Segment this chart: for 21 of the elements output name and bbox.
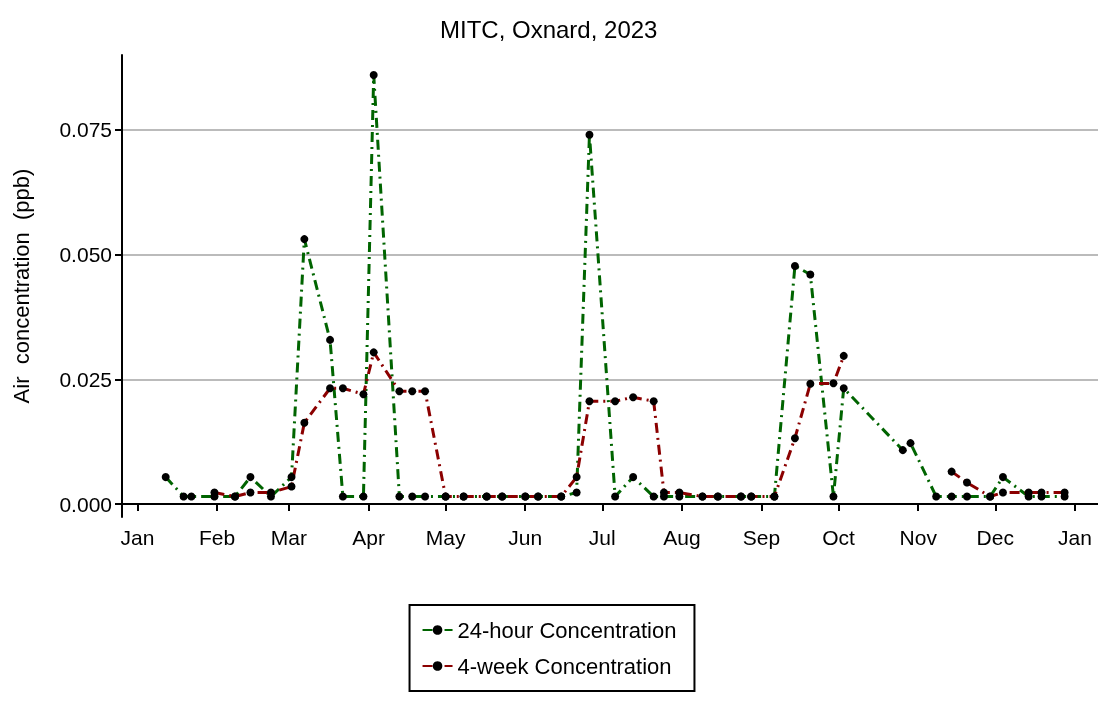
x-tick-label: Sep: [742, 526, 781, 549]
x-tick-label: Aug: [663, 526, 701, 549]
x-tick-label: Dec: [976, 526, 1014, 549]
legend-label: 4-week Concentration: [457, 653, 672, 679]
y-tick-label: 0.000: [59, 492, 112, 516]
y-tick-label: 0.025: [59, 367, 112, 391]
x-tick-label: May: [425, 526, 466, 549]
x-tick-label: Feb: [198, 526, 236, 549]
x-tick-label: Oct: [822, 526, 856, 549]
y-tick-label: 0.050: [59, 243, 112, 267]
x-tick-label: Jul: [588, 526, 616, 549]
y-axis-title: Air concentration (ppb): [8, 168, 34, 404]
legend-label: 24-hour Concentration: [457, 617, 677, 643]
chart-title: MITC, Oxnard, 2023: [440, 15, 658, 43]
x-tick-label: Nov: [899, 526, 938, 549]
x-tick-label: Jun: [508, 526, 543, 549]
y-tick-label: 0.075: [59, 118, 112, 142]
x-tick-label: Apr: [352, 526, 385, 549]
x-tick-label: Mar: [270, 526, 308, 549]
x-tick-label: Jan: [120, 526, 155, 549]
x-tick-label: Jan: [1057, 526, 1092, 549]
